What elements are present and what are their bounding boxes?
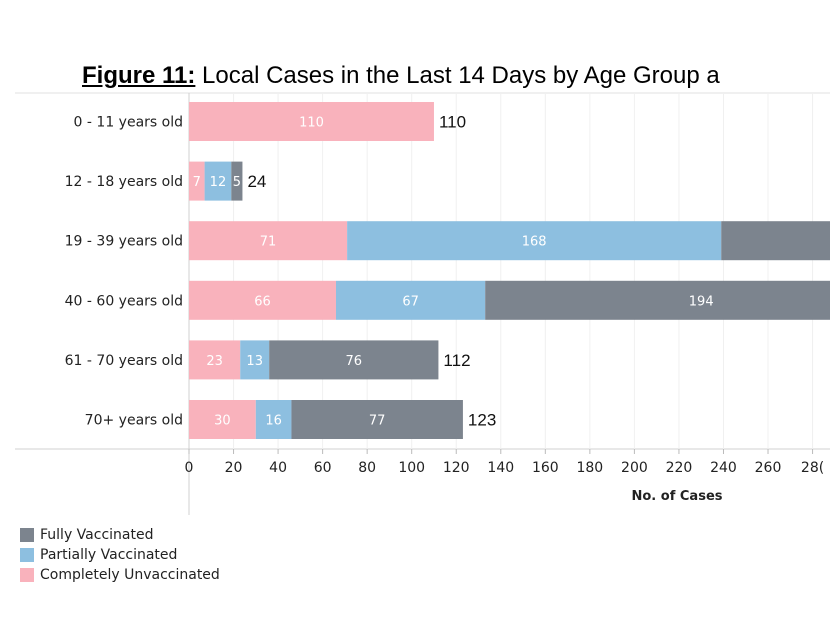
x-tick-label-20: 20: [225, 460, 243, 476]
x-tick-label-60: 60: [314, 460, 332, 476]
bar-value-label-r5-s0: 30: [214, 414, 231, 429]
x-tick-label-280: 28(: [801, 460, 824, 476]
legend: Fully Vaccinated Partially Vaccinated Co…: [20, 525, 220, 585]
x-tick-label-200: 200: [621, 460, 648, 476]
x-tick-label-180: 180: [576, 460, 603, 476]
bar-value-label-r2-s1: 168: [522, 235, 547, 250]
bar-segment-r5-s0: [189, 400, 256, 439]
bar-segment-r4-s0: [189, 340, 241, 380]
figure-number: Figure 11:: [82, 62, 196, 89]
bar-segment-r5-s1: [255, 400, 292, 439]
bar-value-label-r1-s0: 7: [193, 175, 201, 190]
bar-segment-r0-s0: [189, 102, 434, 141]
bar-value-label-r2-s0: 71: [260, 235, 277, 250]
x-axis-title: No. of Cases: [632, 489, 723, 504]
bar-segment-r2-s1: [347, 221, 722, 261]
x-tick-label-240: 240: [710, 460, 737, 476]
x-tick-label-160: 160: [532, 460, 559, 476]
bar-segment-r1-s0: [189, 161, 205, 201]
legend-swatch-fully-vaccinated: [20, 528, 34, 542]
category-label-0: 0 - 11 years old: [74, 115, 183, 131]
bar-value-label-r4-s2: 76: [346, 354, 363, 369]
bar-total-label-0: 110: [439, 113, 466, 132]
bar-segment-r3-s0: [189, 280, 336, 320]
bar-total-label-4: 112: [443, 351, 470, 370]
x-tick-label-40: 40: [269, 460, 287, 476]
bar-value-label-r3-s2: 194: [689, 294, 714, 309]
bar-segment-r2-s2: [721, 221, 830, 261]
bar-segment-r3-s2: [485, 280, 830, 320]
legend-swatch-partially-vaccinated: [20, 548, 34, 562]
bar-segment-r2-s0: [189, 221, 348, 261]
bar-value-label-r5-s1: 16: [265, 414, 282, 429]
bar-value-label-r3-s1: 67: [402, 294, 419, 309]
category-label-3: 40 - 60 years old: [65, 293, 183, 309]
category-label-5: 70+ years old: [85, 413, 183, 429]
x-tick-label-220: 220: [666, 460, 693, 476]
legend-item-fully-vaccinated: Fully Vaccinated: [20, 525, 220, 545]
category-label-4: 61 - 70 years old: [65, 353, 183, 369]
category-label-1: 12 - 18 years old: [65, 174, 183, 190]
bar-value-label-r5-s2: 77: [369, 414, 386, 429]
bar-value-label-r4-s0: 23: [206, 354, 223, 369]
legend-label-partially-vaccinated: Partially Vaccinated: [40, 547, 178, 563]
chart-title: Figure 11: Local Cases in the Last 14 Da…: [82, 62, 720, 90]
legend-swatch-completely-unvaccinated: [20, 568, 34, 582]
x-tick-label-0: 0: [185, 460, 194, 476]
x-tick-label-260: 260: [755, 460, 782, 476]
bar-segment-r3-s1: [335, 280, 486, 320]
x-tick-label-80: 80: [358, 460, 376, 476]
x-tick-label-140: 140: [487, 460, 514, 476]
legend-item-completely-unvaccinated: Completely Unvaccinated: [20, 565, 220, 585]
legend-label-completely-unvaccinated: Completely Unvaccinated: [40, 567, 220, 583]
x-tick-label-120: 120: [443, 460, 470, 476]
x-tick-label-100: 100: [398, 460, 425, 476]
bar-value-label-r0-s0: 110: [299, 116, 324, 131]
legend-item-partially-vaccinated: Partially Vaccinated: [20, 545, 220, 565]
bar-value-label-r3-s0: 66: [254, 294, 271, 309]
bar-segment-r4-s1: [240, 340, 270, 380]
title-text: Local Cases in the Last 14 Days by Age G…: [195, 62, 720, 89]
bar-value-label-r1-s1: 12: [210, 175, 227, 190]
category-label-2: 19 - 39 years old: [65, 234, 183, 250]
bar-segment-r1-s2: [231, 161, 243, 201]
bar-total-label-5: 123: [468, 411, 496, 430]
bar-value-label-r1-s2: 5: [233, 175, 241, 190]
bar-total-label-1: 24: [247, 172, 266, 191]
bar-segment-r4-s2: [269, 340, 439, 380]
bar-value-label-r4-s1: 13: [246, 354, 263, 369]
bar-segment-r5-s2: [291, 400, 463, 439]
bar-segment-r1-s1: [204, 161, 232, 201]
legend-label-fully-vaccinated: Fully Vaccinated: [40, 527, 154, 543]
